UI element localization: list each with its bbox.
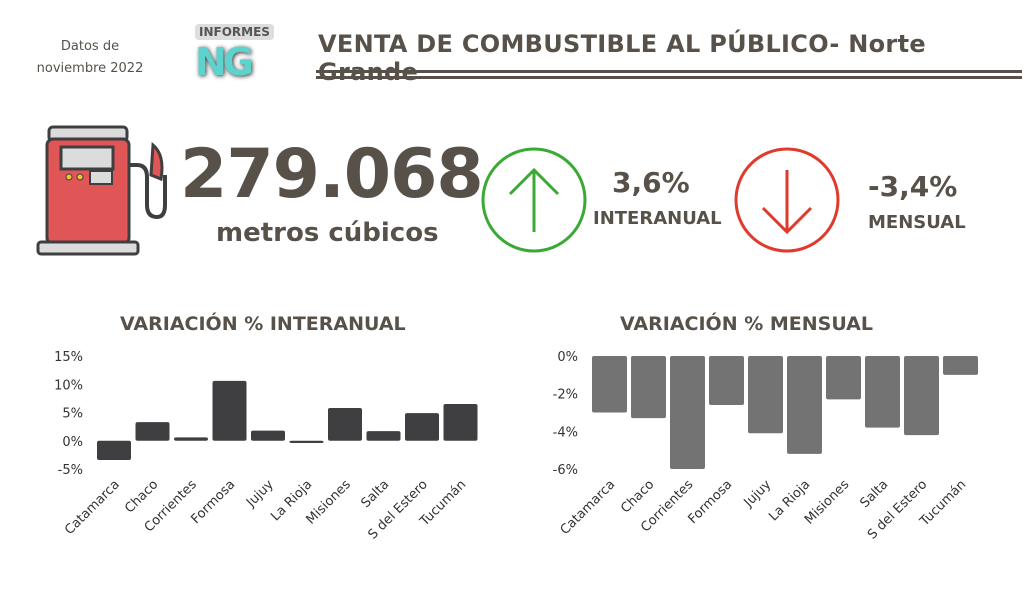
bar-corrientes: [670, 356, 705, 469]
y-tick-label: 0%: [62, 435, 83, 450]
interanual-value: 3,6%: [612, 166, 690, 199]
arrow-down-icon: [734, 147, 840, 253]
bar-salta: [366, 431, 401, 441]
chart-mensual: -6%-4%-2%0%Catamarca ChacoCorrientesFormo…: [553, 350, 978, 543]
bar-misiones: [328, 407, 362, 441]
y-tick-label: -5%: [58, 463, 83, 478]
bar-catamarca: [97, 440, 131, 460]
y-tick-label: 5%: [62, 407, 83, 422]
bar-s-del-estero: [405, 413, 439, 441]
bar-formosa: [212, 380, 247, 441]
bar-formosa: [709, 356, 744, 405]
chart-title-interanual: VARIACIÓN % INTERANUAL: [120, 313, 406, 335]
bar-tucumán: [443, 404, 478, 441]
title-divider-2: [316, 76, 1022, 79]
x-tick-label: Jujuy: [243, 477, 277, 511]
bar-salta: [865, 356, 900, 428]
bar-catamarca: [592, 356, 627, 413]
y-tick-label: -6%: [553, 463, 578, 478]
date-line-2: noviembre 2022: [36, 61, 144, 76]
data-date: Datos de noviembre 2022: [30, 36, 150, 80]
bar-s-del-estero: [904, 356, 939, 436]
mensual-value: -3,4%: [868, 170, 958, 203]
x-tick-label: Catamarca: [62, 477, 123, 538]
bar-misiones: [826, 356, 861, 400]
bar-corrientes: [174, 437, 208, 441]
bar-la-rioja: [289, 440, 324, 444]
bar-chaco: [631, 356, 666, 419]
date-line-1: Datos de: [60, 39, 120, 54]
logo-mark: NG: [195, 40, 254, 84]
interanual-label: INTERANUAL: [593, 208, 722, 229]
bar-tucumán: [943, 356, 978, 375]
x-tick-label: Salta: [358, 477, 392, 511]
title-divider: [316, 70, 1022, 73]
y-tick-label: -4%: [553, 425, 578, 440]
fuel-pump-icon: [36, 125, 167, 256]
bar-chaco: [135, 422, 170, 441]
y-tick-label: 0%: [557, 350, 578, 365]
bar-jujuy: [748, 356, 783, 434]
y-tick-label: 15%: [54, 350, 83, 365]
mensual-label: MENSUAL: [868, 212, 966, 233]
volume-unit: metros cúbicos: [216, 218, 439, 248]
bar-la-rioja: [787, 356, 822, 454]
chart-title-mensual: VARIACIÓN % MENSUAL: [620, 313, 873, 335]
arrow-up-icon: [481, 147, 587, 253]
chart-interanual: -5%0%5%10%15%Catamarca ChacoCorrientesFor…: [54, 350, 478, 543]
x-tick-label: Salta: [857, 477, 891, 511]
y-tick-label: -2%: [553, 388, 578, 403]
y-tick-label: 10%: [54, 378, 83, 393]
x-tick-label: Catamarca: [558, 477, 619, 538]
logo: INFORMES NG: [190, 22, 285, 84]
x-tick-label: Jujuy: [741, 477, 775, 511]
bar-jujuy: [251, 430, 285, 441]
volume-value: 279.068: [180, 135, 484, 214]
logo-text: INFORMES: [195, 24, 274, 40]
